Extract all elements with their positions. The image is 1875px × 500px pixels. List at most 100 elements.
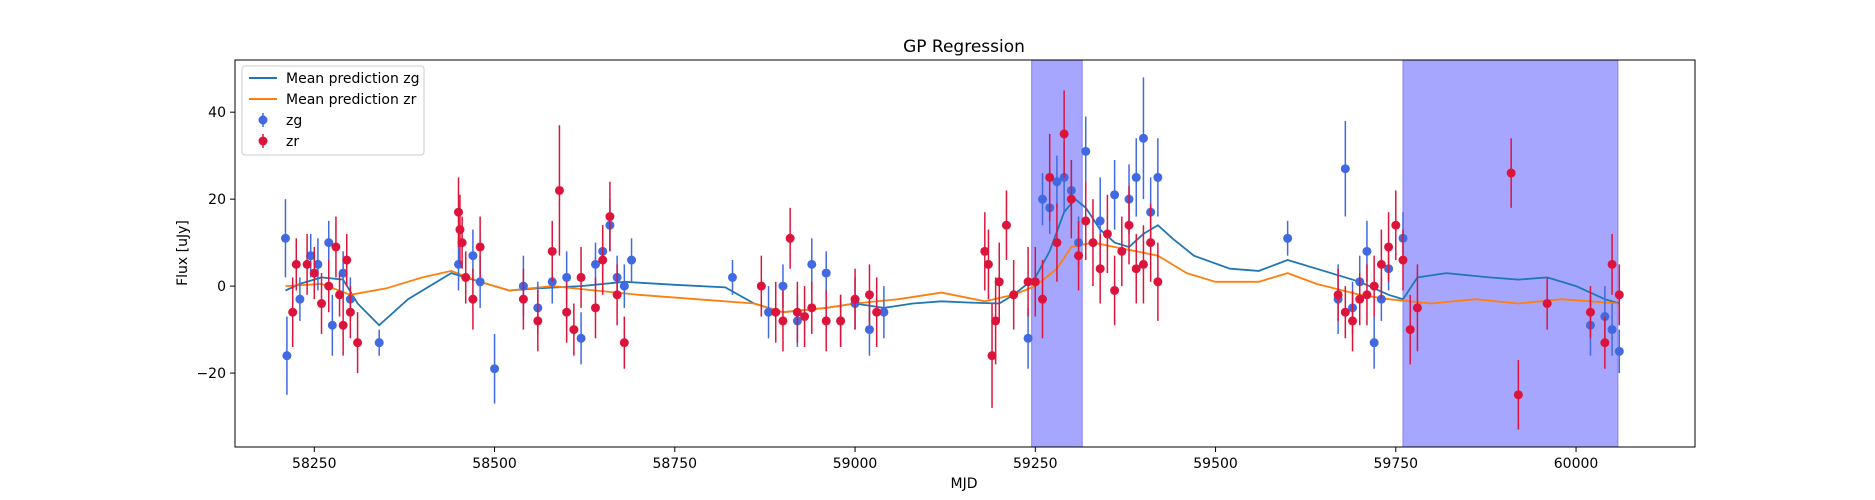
zg-point [619,281,629,291]
x-tick-label: 59250 [1013,456,1058,472]
zr-point [1110,285,1120,295]
zr-point [1117,246,1127,256]
zr-point [475,242,485,252]
zr-point [1513,390,1523,400]
legend-box [241,65,425,156]
zr-point [1138,259,1148,269]
zr-point [342,255,352,265]
zg-point [490,364,500,374]
zg-point [821,268,831,278]
zg-point [374,338,384,348]
zg-point [764,307,774,317]
zg-point [327,320,337,330]
zr-point [590,303,600,313]
zr-point [1405,325,1415,335]
x-tick-label: 58250 [292,456,337,472]
zg-point [1023,333,1033,343]
zr-point [756,281,766,291]
y-tick-label: 20 [208,192,226,208]
zg-point [1110,190,1120,200]
zr-point [1153,277,1163,287]
zg-point [338,268,348,278]
x-axis-ticks: 58250 58500 58750 59000 59250 59500 59750 60000 [292,447,1598,472]
zr-point [983,259,993,269]
zr-point [1506,168,1516,178]
zg-point [280,233,290,243]
zr-point [1009,290,1019,300]
plot-frame [234,59,1696,448]
zr-point [1614,290,1624,300]
zr-point [785,233,795,243]
zg-point [454,259,464,269]
zr-point [1001,220,1011,230]
zr-point [987,351,997,361]
zr-point [1384,242,1394,252]
zr-point [836,316,846,326]
zg-point [1052,177,1062,187]
y-tick-label: 0 [217,279,226,295]
zg-point [324,238,334,248]
zr-point [1088,238,1098,248]
zr-point [1348,316,1358,326]
legend-label: Mean prediction zr [286,92,417,108]
zg-point [562,272,572,282]
zr-point [468,294,478,304]
zg-point [306,251,316,261]
zr-point [1045,172,1055,182]
zr-point [1362,290,1372,300]
zr-point [1542,299,1552,309]
x-tick-label: 59500 [1193,456,1238,472]
zr-point [454,207,464,217]
zg-point [295,294,305,304]
zr-point [1585,307,1595,317]
data-points [280,77,1624,430]
x-tick-label: 59000 [833,456,878,472]
zr-point [1102,229,1112,239]
zr-point [605,212,615,222]
zr-point [291,259,301,269]
zr-point [1081,216,1091,226]
zg-point [475,277,485,287]
zg-point [282,351,292,361]
zr-point [1038,294,1048,304]
zg-point [864,325,874,335]
zr-point [1124,220,1134,230]
zr-point [457,238,467,248]
zr-point [1333,290,1343,300]
zr-point [331,242,341,252]
zg-point [879,307,889,317]
zr-point [612,290,622,300]
zg-point [1081,146,1091,156]
zr-point [1391,220,1401,230]
zr-point [455,225,465,235]
zr-point [353,338,363,348]
legend-label: zg [286,113,302,129]
zr-point [821,316,831,326]
zr-point [807,303,817,313]
x-tick-label: 60000 [1554,456,1599,472]
zr-point [1131,264,1141,274]
zr-point [461,272,471,282]
y-axis-ticks: −20 0 20 40 [196,105,235,382]
zr-point [547,246,557,256]
zg-point [1138,133,1148,143]
x-tick-label: 59750 [1374,456,1419,472]
shaded-region-2 [1402,59,1619,448]
zr-point [598,255,608,265]
x-axis-label: MJD [951,476,978,492]
zr-point [1066,194,1076,204]
zg-point [576,333,586,343]
zr-point [533,316,543,326]
zr-point [800,312,810,322]
zg-point [1340,164,1350,174]
x-tick-label: 58750 [653,456,698,472]
zg-point [807,259,817,269]
zr-point [288,307,298,317]
zr-point [1074,251,1084,261]
zr-point [872,307,882,317]
zr-point [792,307,802,317]
zr-point [1146,238,1156,248]
zg-point [313,259,323,269]
zr-point [576,272,586,282]
zr-point [302,259,312,269]
